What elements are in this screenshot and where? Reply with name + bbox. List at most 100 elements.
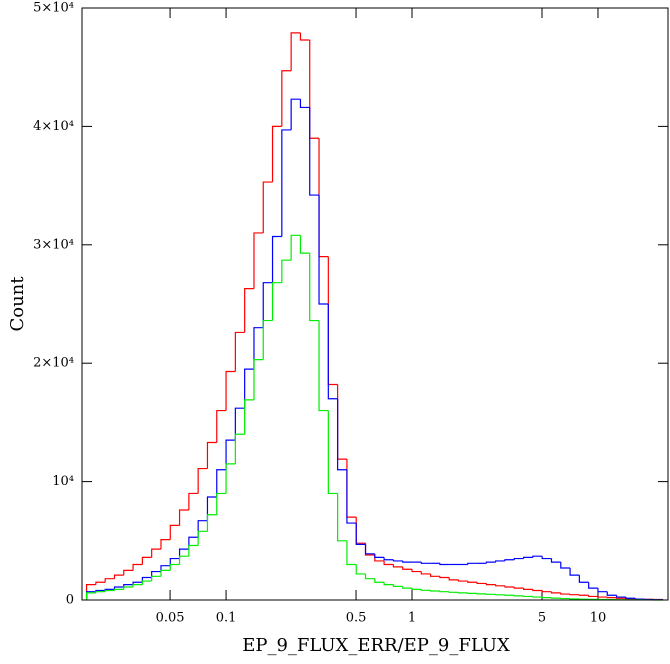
histogram-step <box>318 138 329 258</box>
histogram-step <box>597 596 608 598</box>
histogram-step <box>522 588 533 590</box>
histogram-step <box>95 591 106 593</box>
histogram-step <box>374 578 385 583</box>
histogram-step <box>188 492 199 511</box>
histogram-step <box>346 459 357 518</box>
histogram-step <box>281 129 292 237</box>
histogram-step <box>234 433 245 464</box>
histogram-step <box>178 509 189 526</box>
histogram-step <box>383 560 394 566</box>
histogram-step <box>141 580 152 585</box>
histogram-step <box>402 566 413 570</box>
histogram-step <box>309 107 320 196</box>
histogram-step <box>392 564 403 568</box>
x-tick-label: 0.05 <box>156 611 185 626</box>
histogram-step <box>113 574 124 579</box>
histogram-step <box>299 99 310 109</box>
histogram-step <box>513 557 524 560</box>
histogram-step <box>299 32 310 41</box>
y-tick-label: 0 <box>66 593 74 608</box>
histogram-step <box>355 564 366 575</box>
histogram-step <box>290 234 301 261</box>
histogram-step <box>634 598 645 600</box>
histogram-step <box>606 591 617 596</box>
y-axis-title: Count <box>7 276 28 332</box>
histogram-step <box>123 569 134 576</box>
histogram-step <box>206 496 217 521</box>
histogram-step <box>188 536 199 550</box>
histogram-step <box>383 557 394 561</box>
histogram-step <box>364 573 375 580</box>
x-tick-label: 5 <box>538 611 546 626</box>
histogram-step <box>430 590 440 592</box>
histogram-step <box>485 561 496 564</box>
histogram-step <box>225 463 236 494</box>
histogram-step <box>550 558 561 563</box>
histogram-step <box>160 539 171 550</box>
histogram-step <box>457 592 468 594</box>
histogram-step <box>290 98 301 130</box>
histogram-step <box>197 520 208 538</box>
histogram-step <box>569 568 580 576</box>
histogram-step <box>588 595 598 598</box>
histogram-step <box>457 579 468 582</box>
histogram-step <box>113 588 124 591</box>
histogram-step <box>560 592 571 595</box>
histogram-step <box>132 581 143 585</box>
histogram-step <box>495 584 505 587</box>
histogram-step <box>197 467 208 494</box>
histogram-step <box>327 256 338 386</box>
histogram-step <box>597 588 608 593</box>
x-axis-title: EP_9_FLUX_ERR/EP_9_FLUX <box>242 635 510 656</box>
histogram-step <box>560 562 571 569</box>
histogram-step <box>206 441 217 469</box>
y-tick-label: 3×10⁴ <box>33 237 74 252</box>
histogram-step <box>522 595 533 598</box>
histogram-step <box>467 562 478 565</box>
histogram-step <box>337 384 347 460</box>
histogram-step <box>244 288 254 333</box>
histogram-step <box>271 282 282 321</box>
histogram-step <box>569 594 580 596</box>
histogram-step <box>615 595 626 598</box>
histogram-step <box>151 548 161 558</box>
histogram-step <box>513 595 524 597</box>
histogram-step <box>364 544 375 555</box>
histogram-step <box>402 560 413 563</box>
histogram-step <box>290 32 301 71</box>
histogram-step <box>430 573 440 577</box>
histogram-step <box>253 359 264 400</box>
histogram-step <box>244 368 254 409</box>
histogram-step <box>318 195 329 305</box>
histogram-step <box>513 586 524 589</box>
histogram-step <box>225 370 236 411</box>
histogram-step <box>206 514 217 532</box>
histogram-step <box>123 586 134 590</box>
histogram-step <box>522 556 533 559</box>
histogram-step <box>448 591 459 593</box>
histogram-step <box>541 597 552 599</box>
histogram-step <box>476 582 487 585</box>
histogram-step <box>485 583 496 586</box>
histogram-step <box>327 410 338 495</box>
histogram-step <box>346 540 357 566</box>
histogram-step <box>85 592 96 600</box>
histogram-step <box>123 584 134 587</box>
histogram-step <box>132 584 143 587</box>
histogram-step <box>615 597 626 599</box>
histogram-step <box>178 555 189 565</box>
histogram-step <box>169 524 180 540</box>
x-tick-label: 10 <box>590 611 607 626</box>
histogram-step <box>299 235 310 254</box>
histogram-step <box>541 590 552 593</box>
histogram-step <box>104 578 115 583</box>
histogram-step <box>104 589 115 592</box>
histogram-step <box>532 555 543 558</box>
histogram-step <box>188 544 199 557</box>
histogram-step <box>420 571 431 575</box>
histogram-step <box>532 596 543 598</box>
histogram-step <box>625 597 636 599</box>
histogram-step <box>532 589 543 592</box>
histogram-step <box>160 569 171 577</box>
